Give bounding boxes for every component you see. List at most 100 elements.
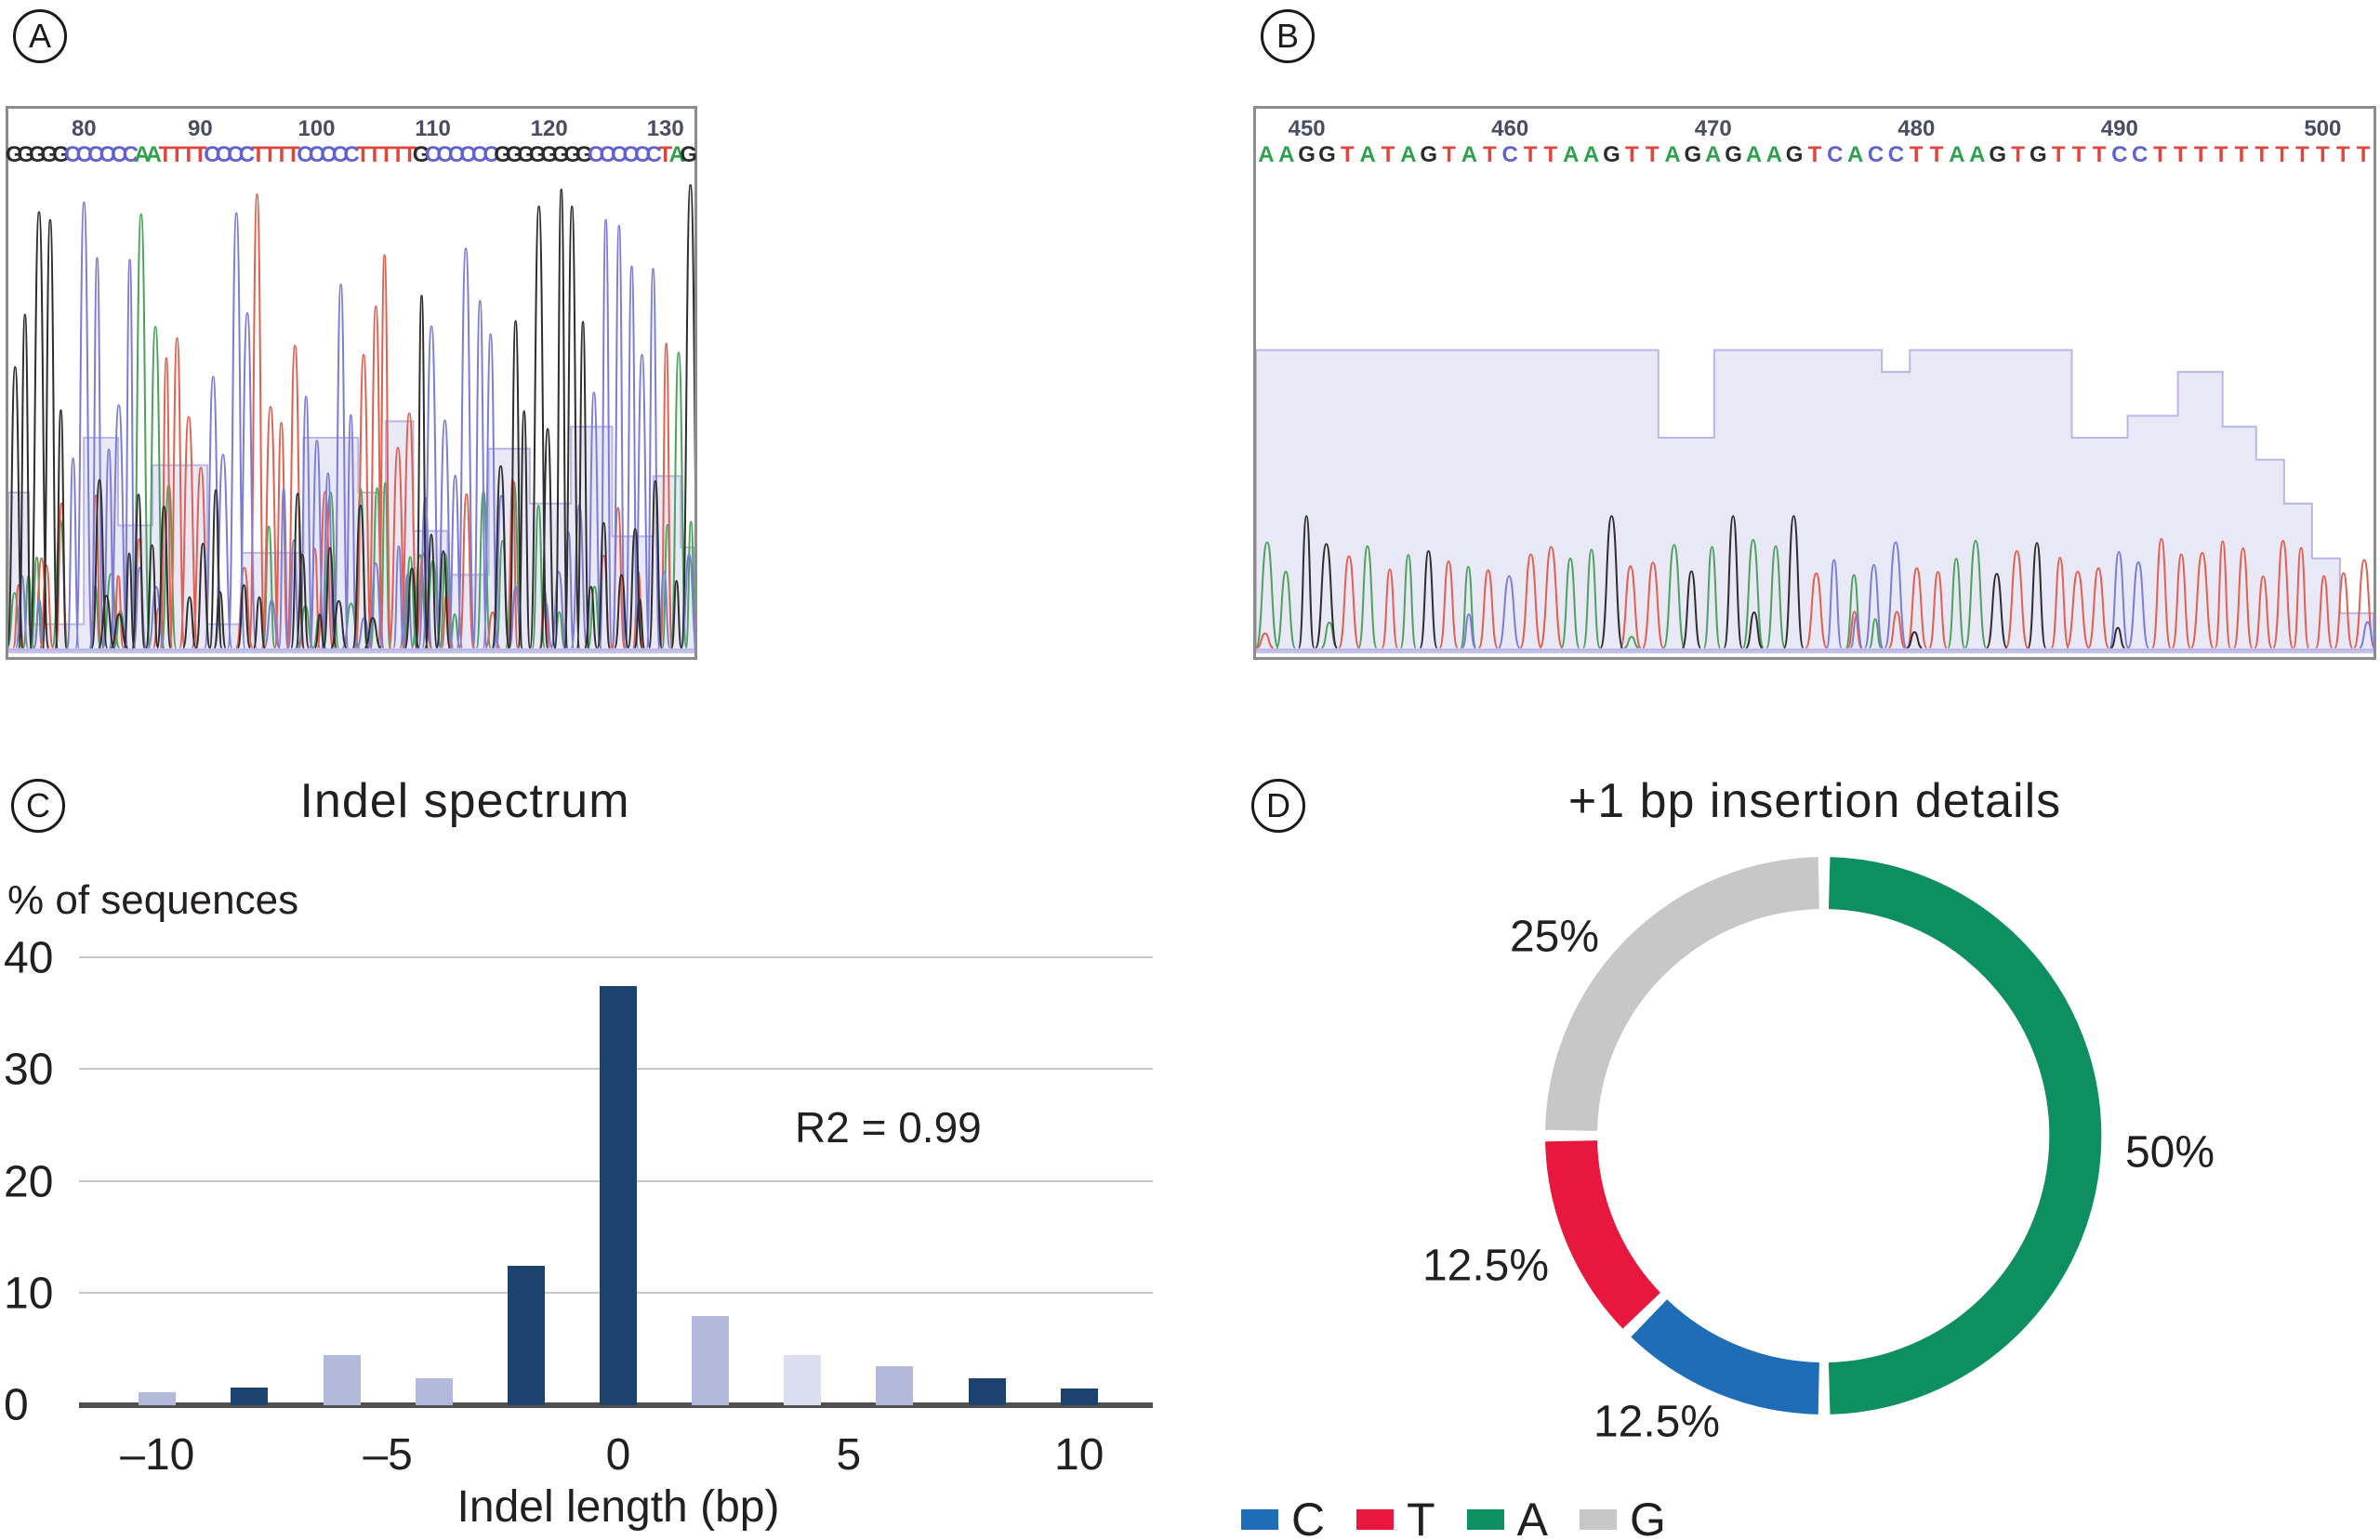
baseline-strip <box>8 648 694 653</box>
base-letter: T <box>2071 142 2086 167</box>
base-letter: T <box>251 142 266 167</box>
panel-c-label: C <box>11 779 65 833</box>
base-letter: G <box>517 142 535 167</box>
base-letter: C <box>297 142 313 167</box>
base-letter: A <box>1969 142 1986 167</box>
base-letter: C <box>599 142 615 167</box>
base-letter: T <box>274 142 289 167</box>
base-letter: T <box>1645 142 1659 167</box>
x-tick-label: –5 <box>363 1430 413 1480</box>
ruler-number: 90 <box>188 116 213 141</box>
donut-segment-T <box>1545 1139 1661 1329</box>
base-letter: T <box>1381 142 1395 167</box>
base-letter: C <box>622 142 639 167</box>
base-letter: C <box>111 142 127 167</box>
base-letter: G <box>505 142 523 167</box>
base-letter: G <box>1684 142 1702 167</box>
legend-letter: C <box>1291 1494 1326 1540</box>
donut-label-t: 12.5% <box>1421 1241 1550 1291</box>
bar-x-2 <box>507 1265 545 1405</box>
legend-letter: T <box>1407 1494 1435 1540</box>
base-letter: T <box>379 142 393 167</box>
bar-x6 <box>876 1365 914 1405</box>
ruler-number: 460 <box>1491 116 1529 141</box>
ruler-number: 100 <box>298 116 336 141</box>
base-letter: T <box>158 142 173 167</box>
base-letter: C <box>1501 142 1518 167</box>
base-letter: C <box>436 142 453 167</box>
panel-a-letter: A <box>28 17 51 55</box>
base-letter: G <box>540 142 558 167</box>
insertion-details-title: +1 bp insertion details <box>1567 774 2062 828</box>
base-letter: C <box>215 142 232 167</box>
ruler-number: 120 <box>530 116 568 141</box>
panel-a-label: A <box>13 9 67 63</box>
base-letter: T <box>367 142 382 167</box>
base-letter: C <box>2111 142 2128 167</box>
base-letter: C <box>204 142 220 167</box>
base-letter: T <box>2092 142 2107 167</box>
base-letter: C <box>2132 142 2149 167</box>
base-letter: C <box>122 142 139 167</box>
base-letter: G <box>1298 142 1316 167</box>
bar-x-10 <box>139 1391 177 1405</box>
base-letter: T <box>1909 142 1924 167</box>
ruler-number: 500 <box>2304 116 2342 141</box>
y-tick-label: 0 <box>4 1380 29 1430</box>
legend-item-G: G <box>1580 1493 1666 1540</box>
panel-b-label: B <box>1261 9 1315 63</box>
base-letter: G <box>51 142 70 167</box>
base-letter: C <box>645 142 662 167</box>
base-letter: G <box>2030 142 2047 167</box>
base-letter: A <box>1582 142 1600 167</box>
bar-x10 <box>1060 1388 1098 1405</box>
base-letter: T <box>170 142 184 167</box>
base-letter: T <box>1341 142 1355 167</box>
chromatogram-b: 450 460 470 480 490 500 A A G G T A T A G T A T C T T A A G T T A G… <box>1253 106 2376 660</box>
base-letter: C <box>1867 142 1884 167</box>
base-letter: T <box>2316 142 2330 167</box>
chromatogram-a: 80 90 100 110 120 130 G G G G G C C C C C C A A T T T T C C C C T T T… <box>6 106 697 660</box>
base-letter: C <box>611 142 628 167</box>
base-letter: T <box>403 142 416 167</box>
base-letter: C <box>424 142 442 167</box>
base-letter: T <box>2174 142 2188 167</box>
base-letter: A <box>1705 142 1722 167</box>
base-letter: T <box>658 142 673 167</box>
legend-item-C: C <box>1241 1493 1325 1540</box>
base-letter: C <box>331 142 349 167</box>
trace-G <box>1297 515 2125 649</box>
base-letter: T <box>356 142 370 167</box>
ruler-number: 490 <box>2100 116 2138 141</box>
base-letter: A <box>145 142 163 167</box>
base-letter: T <box>286 142 300 167</box>
base-letter: A <box>1949 142 1965 167</box>
base-letter: G <box>563 142 581 167</box>
indel-spectrum-title: Indel spectrum <box>299 774 630 828</box>
bar-x4 <box>784 1354 822 1405</box>
trace-T <box>1256 537 2373 649</box>
base-letter: T <box>1543 142 1558 167</box>
trace-C <box>1461 541 2373 649</box>
base-letter: G <box>1603 142 1620 167</box>
bar-x0 <box>600 986 637 1405</box>
base-letter: T <box>2275 142 2289 167</box>
y-tick-label: 30 <box>4 1045 54 1095</box>
bar-x-6 <box>323 1354 361 1405</box>
base-letter: C <box>459 142 476 167</box>
legend-item-T: T <box>1356 1493 1435 1540</box>
base-letter: A <box>1278 142 1295 167</box>
panel-c-letter: C <box>26 786 50 824</box>
base-letter: A <box>1359 142 1376 167</box>
base-letter: G <box>17 142 35 167</box>
base-letter: A <box>668 142 685 167</box>
bar-chart-plot-area: 0 10 20 30 40 –10 –5 0 5 10 <box>4 934 1153 1480</box>
base-letter: G <box>28 142 46 167</box>
base-letter: C <box>588 142 604 167</box>
base-letter: G <box>1420 142 1438 167</box>
base-letter: G <box>5 142 23 167</box>
base-letter: A <box>1563 142 1580 167</box>
x-tick-label: –10 <box>120 1430 195 1480</box>
panel-d-label: D <box>1251 779 1305 833</box>
